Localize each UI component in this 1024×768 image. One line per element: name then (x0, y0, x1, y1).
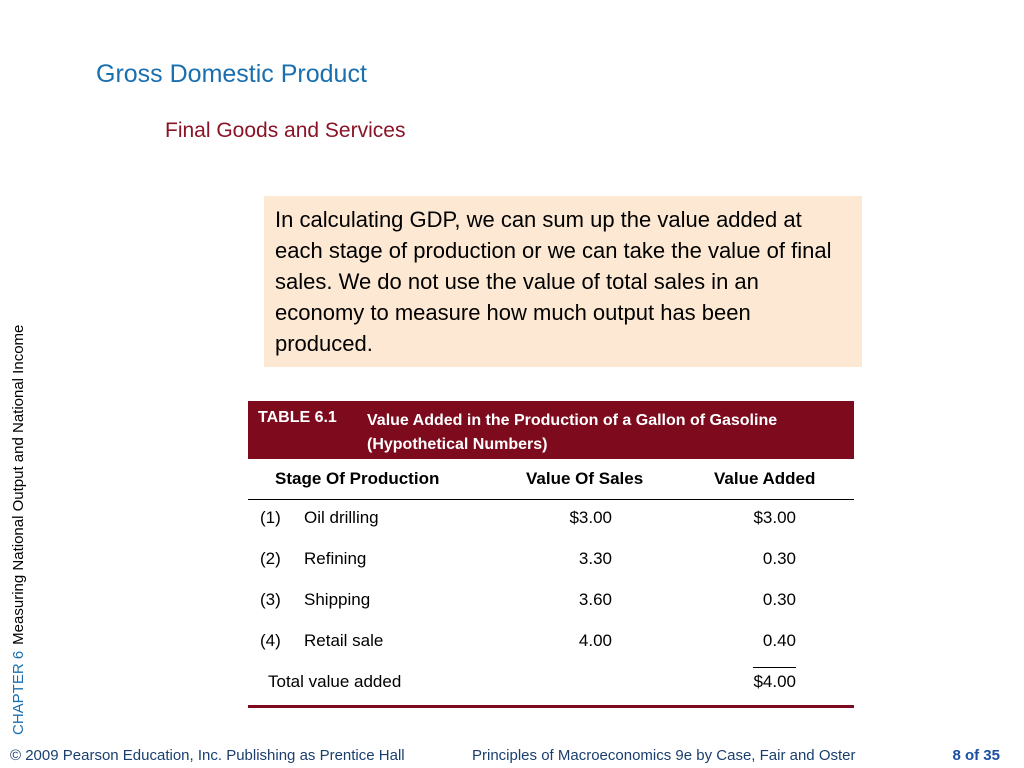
table-row: (2) Refining 3.30 0.30 (248, 541, 854, 582)
row-added: 0.40 (762, 631, 796, 650)
chapter-side-label: CHAPTER 6 Measuring National Output and N… (10, 325, 27, 735)
total-value: $4.00 (753, 667, 796, 692)
table-header: TABLE 6.1 Value Added in the Production … (248, 401, 854, 459)
total-value-text: $4.00 (753, 667, 796, 692)
row-number: (4) (260, 631, 281, 650)
row-added: $3.00 (753, 508, 796, 527)
page-number: 8 of 35 (952, 747, 1000, 764)
total-label: Total value added (268, 672, 402, 691)
row-added: 0.30 (762, 549, 796, 568)
row-number: (2) (260, 549, 281, 568)
row-sales: 3.30 (578, 549, 612, 568)
row-number: (1) (260, 508, 281, 527)
row-sales: 3.60 (578, 590, 612, 609)
table-row: (1) Oil drilling $3.00 $3.00 (248, 500, 854, 541)
slide-subtitle: Final Goods and Services (165, 119, 406, 142)
row-stage: Shipping (304, 590, 371, 609)
column-header-stage: Stage Of Production (275, 469, 440, 488)
row-number: (3) (260, 590, 281, 609)
column-header-sales: Value Of Sales (526, 469, 644, 488)
column-header-added: Value Added (714, 469, 816, 488)
value-added-table: TABLE 6.1 Value Added in the Production … (248, 401, 854, 708)
note-box: In calculating GDP, we can sum up the va… (264, 196, 862, 367)
chapter-number: CHAPTER 6 (10, 650, 27, 735)
table-row: (4) Retail sale 4.00 0.40 (248, 623, 854, 664)
row-stage: Oil drilling (304, 508, 379, 527)
slide-title: Gross Domestic Product (96, 60, 367, 88)
row-stage: Retail sale (304, 631, 384, 650)
column-headers: Stage Of Production Value Of Sales Value… (248, 459, 854, 500)
row-sales: $3.00 (569, 508, 612, 527)
table-number: TABLE 6.1 (258, 409, 337, 426)
footer-book: Principles of Macroeconomics 9e by Case,… (472, 747, 856, 764)
row-stage: Refining (304, 549, 367, 568)
chapter-title: Measuring National Output and National I… (10, 324, 27, 645)
row-added: 0.30 (762, 590, 796, 609)
total-row: Total value added $4.00 (248, 664, 854, 708)
row-sales: 4.00 (578, 631, 612, 650)
footer-copyright: © 2009 Pearson Education, Inc. Publishin… (10, 747, 405, 764)
table-row: (3) Shipping 3.60 0.30 (248, 582, 854, 623)
table-title: Value Added in the Production of a Gallo… (367, 412, 778, 453)
